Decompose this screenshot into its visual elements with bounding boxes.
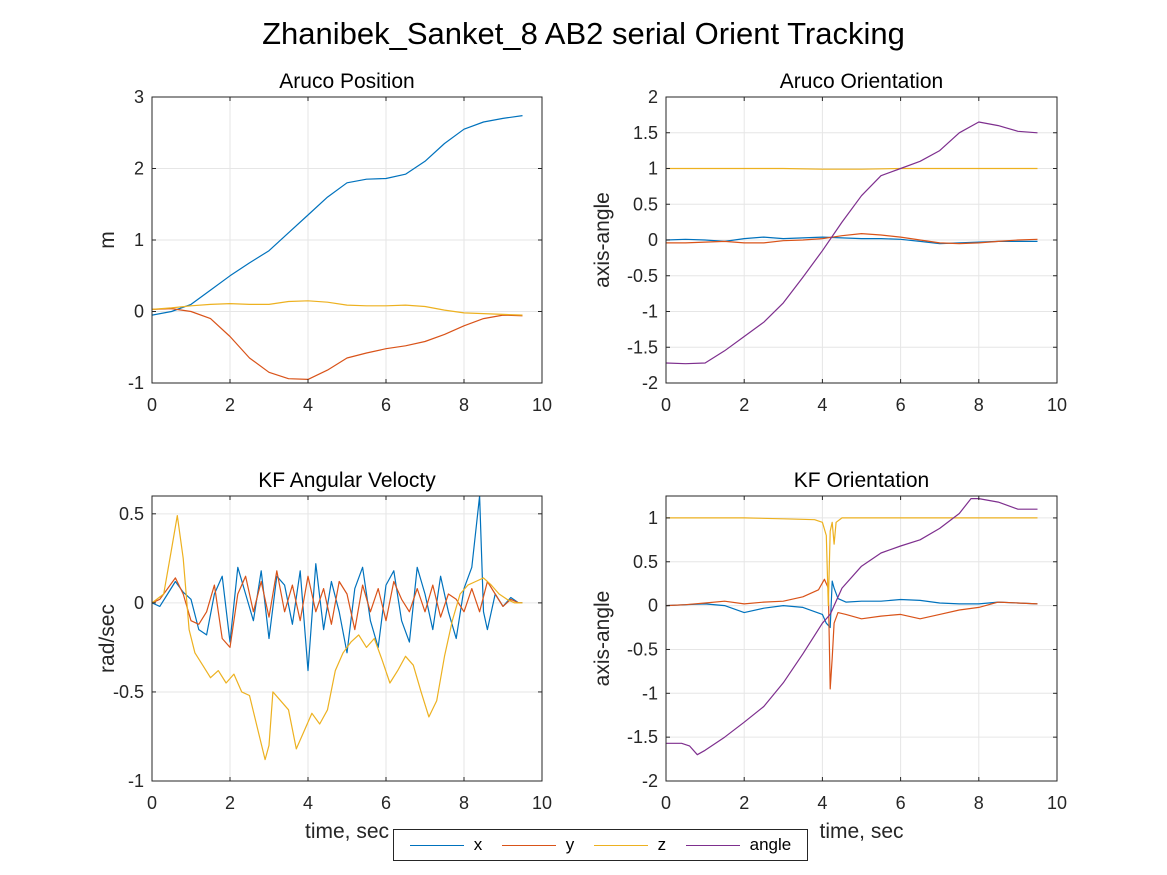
series-group <box>152 115 523 380</box>
series-line-x <box>152 115 523 316</box>
x-tick-label: 6 <box>381 793 391 813</box>
legend-label-x: x <box>473 835 483 854</box>
plot-area <box>152 496 542 781</box>
y-tick-label: -1 <box>642 683 658 703</box>
x-tick-label: 4 <box>303 793 313 813</box>
x-tick-label: 10 <box>532 793 552 813</box>
x-tick-label: 4 <box>303 395 313 415</box>
legend: x y z angle <box>393 829 808 861</box>
x-axis-label: time, sec <box>819 820 903 843</box>
y-tick-label: 0.5 <box>633 194 658 214</box>
x-axis-label: time, sec <box>305 820 389 843</box>
series-line-angle <box>666 498 1038 756</box>
y-tick-label: -1 <box>642 302 658 322</box>
y-tick-label: -1.5 <box>627 727 658 747</box>
axes-box <box>151 495 543 782</box>
y-tick-label: 0.5 <box>119 504 144 524</box>
y-tick-label: -2 <box>642 771 658 791</box>
x-tick-label: 2 <box>739 395 749 415</box>
series-line-x <box>666 236 1038 245</box>
x-tick-label: 0 <box>147 793 157 813</box>
y-tick-label: 1 <box>648 508 658 528</box>
x-tick-label: 2 <box>739 793 749 813</box>
y-tick-label: -1.5 <box>627 337 658 357</box>
y-tick-label: 0.5 <box>633 552 658 572</box>
chart-panel-2: 0 2 4 6 8 10 -2 -1.5 -1 -0.5 0 0.5 1 1.5 2 Aruco Orient… <box>591 70 1067 415</box>
legend-label-angle: angle <box>749 835 792 854</box>
chart-title: Aruco Orientation <box>780 70 943 93</box>
series-group <box>666 498 1038 756</box>
x-tick-label: 6 <box>896 395 906 415</box>
y-tick-label: 0 <box>648 596 658 616</box>
series-line-y <box>666 233 1038 245</box>
y-tick-label: 0 <box>134 593 144 613</box>
y-tick-label: 1.5 <box>633 123 658 143</box>
legend-line-z <box>593 844 648 846</box>
x-tick-label: 10 <box>1047 395 1067 415</box>
y-tick-label: -0.5 <box>113 682 144 702</box>
legend-item-z: z <box>593 835 667 855</box>
x-tick-label: 0 <box>661 395 671 415</box>
y-tick-label: -1 <box>128 771 144 791</box>
series-line-y <box>152 570 523 649</box>
series-line-angle <box>666 121 1038 365</box>
y-tick-label: -1 <box>128 373 144 393</box>
x-tick-label: 8 <box>459 395 469 415</box>
y-axis-label: axis-angle <box>591 591 614 687</box>
axes-box <box>665 495 1058 782</box>
x-tick-label: 6 <box>896 793 906 813</box>
y-tick-label: 3 <box>134 87 144 107</box>
y-tick-label: -0.5 <box>627 639 658 659</box>
x-tick-label: 10 <box>1047 793 1067 813</box>
y-axis-label: axis-angle <box>591 192 614 288</box>
x-tick-label: 4 <box>817 395 827 415</box>
chart-title: Aruco Position <box>279 70 414 93</box>
series-line-x <box>666 580 1038 629</box>
legend-label-y: y <box>565 835 575 854</box>
legend-line-x <box>409 844 464 846</box>
chart-title: KF Orientation <box>794 469 929 492</box>
x-tick-label: 0 <box>147 395 157 415</box>
legend-item-y: y <box>501 835 575 855</box>
x-tick-label: 10 <box>532 395 552 415</box>
y-tick-label: 1 <box>134 230 144 250</box>
series-line-z <box>152 300 523 316</box>
plot-area <box>666 496 1057 781</box>
legend-line-y <box>501 844 556 846</box>
y-tick-label: 2 <box>648 87 658 107</box>
chart-panel-3: 0 2 4 6 8 10 -1 -0.5 0 0.5 KF Angular Velocty rad/s… <box>96 469 552 843</box>
y-tick-label: 2 <box>134 159 144 179</box>
chart-panel-4: 0 2 4 6 8 10 -2 -1.5 -1 -0.5 0 0.5 1 KF Orientation ax… <box>591 469 1067 843</box>
series-line-z <box>152 514 523 761</box>
y-axis-label: m <box>96 231 119 249</box>
y-axis-label: rad/sec <box>96 604 119 673</box>
chart-title: KF Angular Velocty <box>258 469 436 492</box>
x-tick-label: 8 <box>974 793 984 813</box>
y-tick-label: 0 <box>648 230 658 250</box>
x-tick-label: 8 <box>459 793 469 813</box>
x-tick-label: 4 <box>817 793 827 813</box>
series-line-y <box>152 308 523 380</box>
legend-item-x: x <box>409 835 483 855</box>
legend-label-z: z <box>657 835 667 854</box>
series-line-z <box>666 167 1038 170</box>
y-tick-label: 1 <box>648 159 658 179</box>
figure-title: Zhanibek_Sanket_8 AB2 serial Orient Trac… <box>262 16 905 51</box>
y-tick-label: -0.5 <box>627 266 658 286</box>
x-tick-label: 8 <box>974 395 984 415</box>
series-group <box>152 496 523 761</box>
x-tick-label: 2 <box>225 793 235 813</box>
series-line-z <box>666 517 1038 607</box>
legend-item-angle: angle <box>685 835 792 855</box>
x-tick-label: 2 <box>225 395 235 415</box>
legend-line-angle <box>685 844 740 846</box>
series-line-y <box>666 578 1038 690</box>
y-tick-label: 0 <box>134 302 144 322</box>
series-group <box>666 121 1038 365</box>
y-tick-label: -2 <box>642 373 658 393</box>
x-tick-label: 0 <box>661 793 671 813</box>
x-tick-label: 6 <box>381 395 391 415</box>
